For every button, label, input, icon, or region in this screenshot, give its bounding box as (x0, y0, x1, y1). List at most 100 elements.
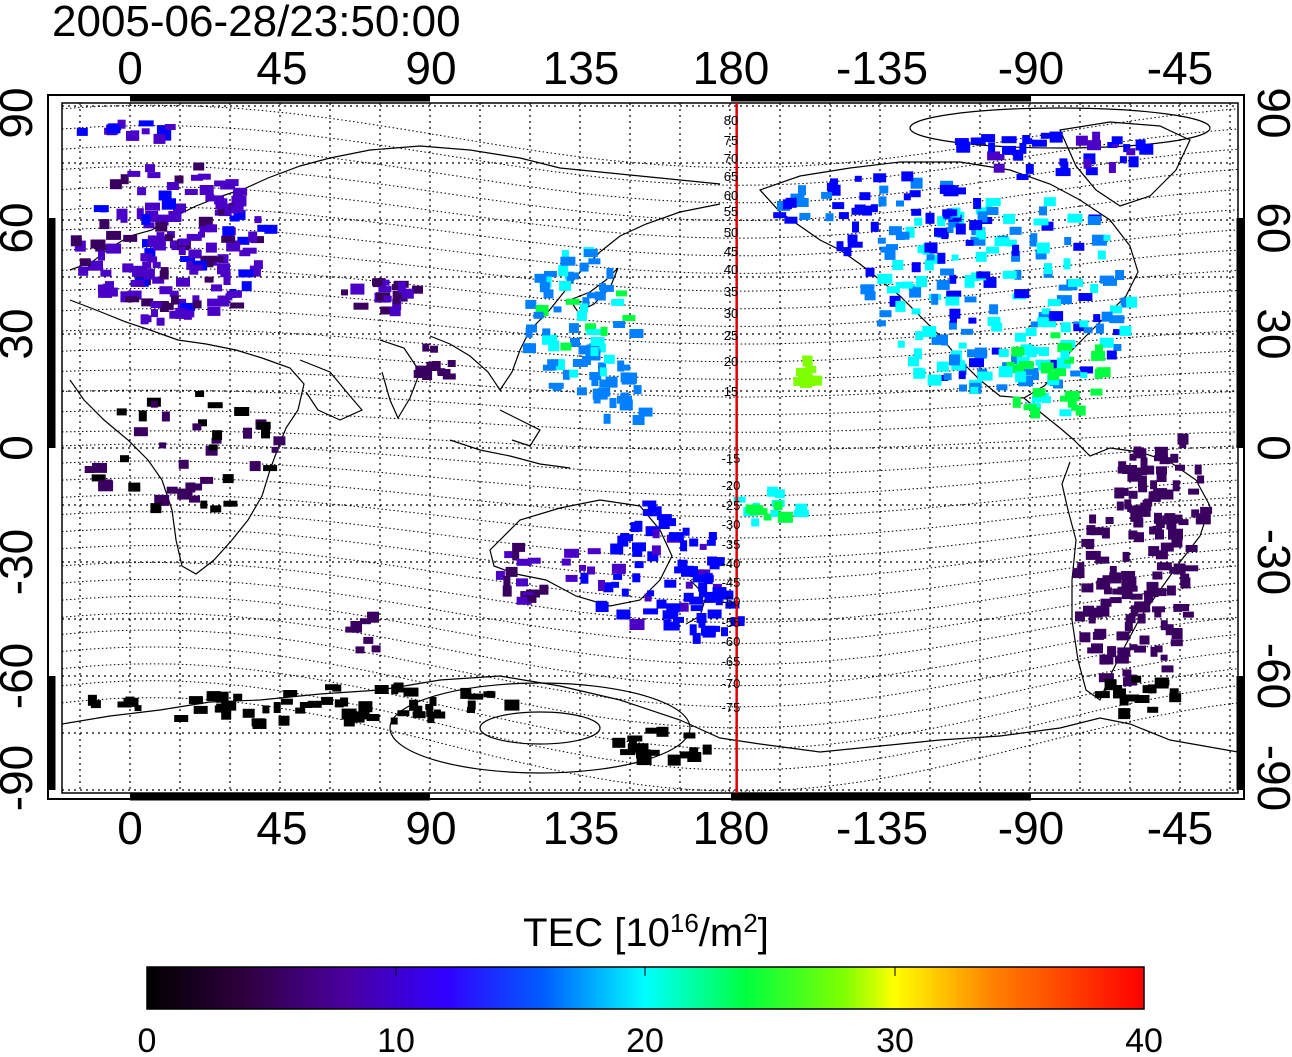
tec-pixel (941, 334, 948, 346)
tec-pixel (1135, 139, 1146, 151)
tec-pixel (558, 265, 569, 277)
tec-pixel (588, 258, 601, 265)
mlat-contour (62, 612, 1238, 687)
tec-pixel (378, 286, 392, 293)
tec-pixel (1101, 527, 1110, 539)
tec-pixel (627, 735, 643, 742)
tec-pixel (989, 304, 999, 315)
tec-pixel (164, 124, 176, 130)
tec-pixel (1063, 258, 1071, 270)
tec-pixel (698, 620, 706, 628)
tec-pixel (662, 610, 678, 620)
tec-pixel (145, 202, 160, 211)
tec-pixel (1137, 476, 1147, 487)
tec-pixel (353, 302, 369, 310)
tec-pixel (183, 309, 192, 320)
tec-pixel (598, 580, 605, 591)
tec-pixel (613, 573, 623, 580)
tec-pixel (924, 242, 933, 253)
tec-pixel (570, 338, 580, 347)
tec-pixel (993, 163, 1005, 173)
tec-pixel (1044, 263, 1052, 275)
tec-pixel (1041, 396, 1051, 404)
tec-pixel (321, 696, 334, 705)
tec-pixel (793, 510, 809, 518)
tec-pixel (910, 177, 923, 189)
tec-pixel (280, 698, 293, 705)
tec-pixel (865, 267, 875, 277)
tec-pixel (825, 213, 834, 222)
tec-pixel (998, 366, 1013, 378)
tec-pixel (97, 284, 108, 293)
tec-pixel (218, 206, 232, 217)
tec-pixel (1111, 136, 1123, 145)
tec-pixel (773, 501, 783, 511)
tec-pixel (79, 258, 91, 267)
tec-pixel (133, 427, 148, 437)
tec-pixel (1060, 161, 1069, 171)
tec-pixel (1129, 644, 1138, 651)
tec-pixel (978, 232, 986, 240)
tec-pixel (225, 179, 239, 187)
tec-pixel (636, 754, 652, 766)
tec-pixel (208, 444, 218, 451)
tec-pixel (148, 256, 158, 263)
tec-pixel (1033, 218, 1049, 226)
tec-pixel (180, 256, 195, 262)
tec-pixel (212, 256, 224, 263)
tec-pixel (1122, 669, 1132, 677)
tec-pixel (1085, 540, 1094, 550)
tec-pixel (609, 398, 617, 408)
tec-pixel (617, 565, 626, 575)
tec-pixel (1156, 562, 1172, 571)
tec-pixel (106, 230, 122, 240)
tec-pixel (512, 542, 526, 552)
tec-pixel (612, 737, 626, 748)
tec-pixel (1134, 645, 1146, 653)
tec-pixel (1012, 244, 1020, 256)
tec-pixel (1031, 395, 1044, 403)
tec-pixel (681, 565, 694, 577)
tec-pixel (1168, 528, 1183, 540)
tec-pixel (205, 242, 217, 253)
tec-pixel (1137, 613, 1146, 624)
tec-pixel (1110, 305, 1122, 314)
tec-pixel (580, 303, 588, 313)
tec-pixel (1060, 322, 1071, 333)
tec-pixel (212, 430, 223, 441)
tec-pixel (271, 446, 279, 453)
tec-pixel (1090, 284, 1099, 293)
tec-pixel (207, 402, 223, 409)
tec-pixel (1095, 344, 1103, 356)
tec-pixel (1025, 163, 1034, 174)
lat-tick-left: 90 (0, 87, 42, 138)
tec-pixel (1035, 249, 1047, 260)
tec-pixel (878, 196, 887, 207)
tec-pixel (669, 518, 676, 527)
tec-pixel (249, 461, 261, 472)
tec-pixel (1012, 396, 1021, 408)
tec-pixel (832, 202, 845, 210)
tec-pixel (383, 295, 392, 302)
tec-pixel (495, 570, 505, 580)
tec-pixel (159, 442, 167, 449)
tec-pixel (109, 179, 122, 190)
tec-pixel (880, 246, 892, 253)
tec-pixel (99, 219, 110, 230)
tec-pixel (225, 293, 233, 301)
tec-pixel (307, 700, 322, 708)
tec-pixel (1030, 233, 1038, 243)
tec-pixel (1152, 571, 1163, 580)
tec-pixel (136, 208, 144, 220)
tec-pixel (352, 623, 362, 633)
tec-pixel (215, 198, 228, 210)
tec-pixel (586, 329, 602, 336)
tec-pixel (152, 261, 161, 268)
tec-pixel (583, 249, 598, 258)
tec-pixel (156, 317, 165, 326)
tec-pixel (350, 283, 365, 295)
tec-pixel (1134, 695, 1150, 703)
tec-pixel (278, 715, 290, 726)
tec-pixel (958, 371, 966, 380)
